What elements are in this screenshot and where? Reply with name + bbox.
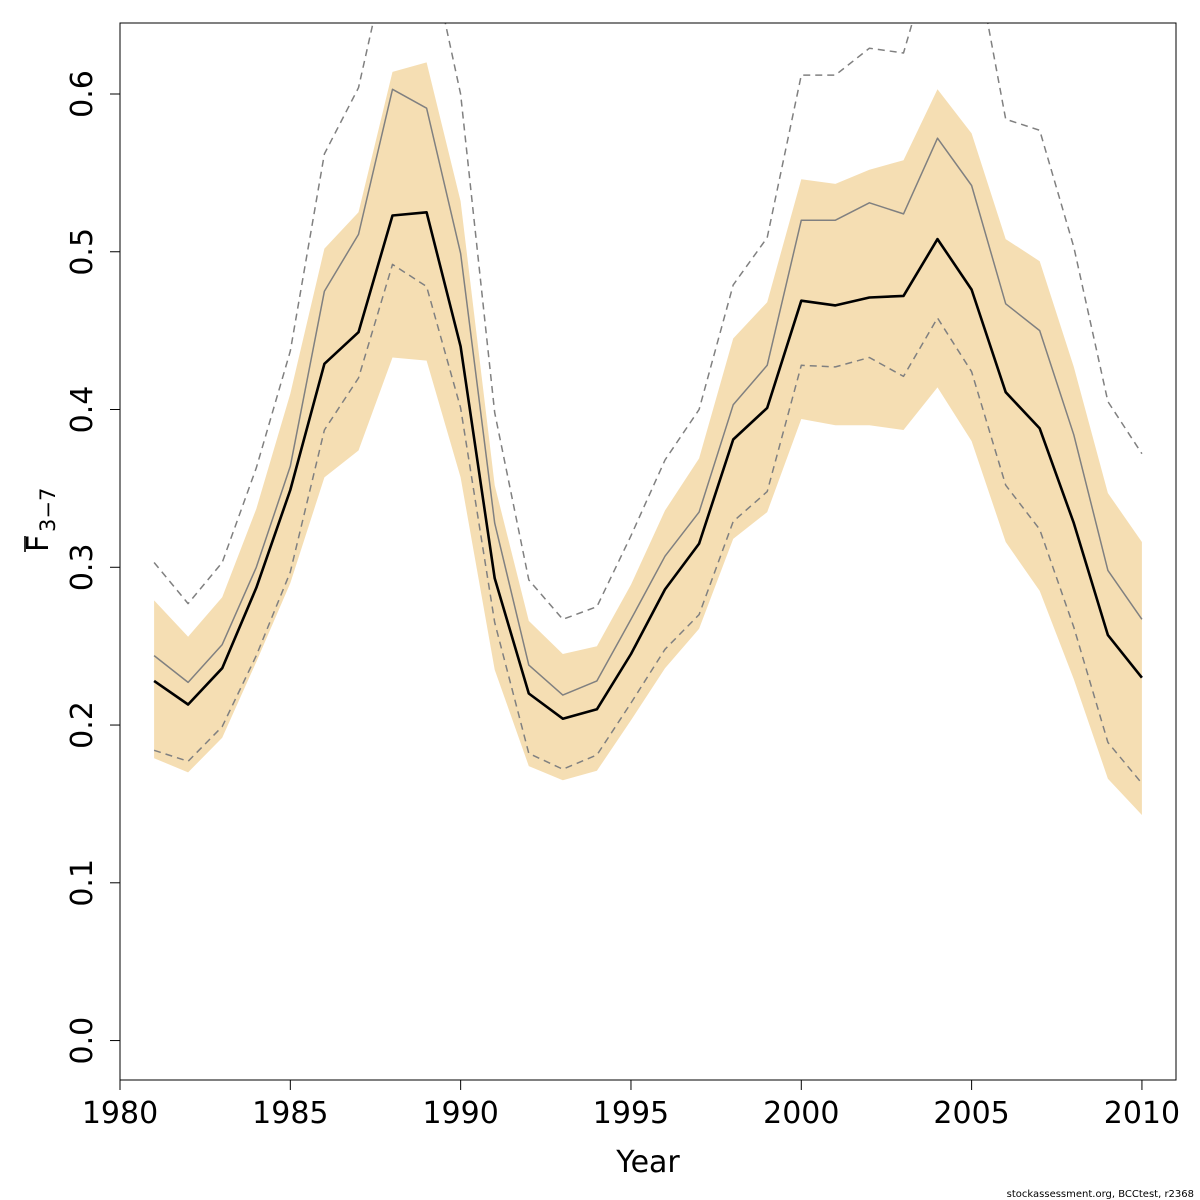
y-tick-label: 0.1 xyxy=(65,859,100,907)
y-tick-label: 0.6 xyxy=(65,70,100,118)
x-tick-label: 1980 xyxy=(82,1096,158,1131)
footer-note: stockassessment.org, BCCtest, r2368 xyxy=(1007,1189,1194,1200)
x-tick-label: 1985 xyxy=(252,1096,328,1131)
y-tick-label: 0.5 xyxy=(65,228,100,276)
y-axis-title-main: F xyxy=(21,535,56,552)
confidence-band xyxy=(154,62,1142,815)
y-tick-label: 0.4 xyxy=(65,386,100,434)
x-tick-label: 2010 xyxy=(1104,1096,1180,1131)
x-tick-label: 1990 xyxy=(422,1096,498,1131)
x-axis: 1980 1985 1990 1995 2000 2005 2010 xyxy=(82,1079,1180,1131)
y-axis: 0.0 0.1 0.2 0.3 0.4 0.5 0.6 xyxy=(65,70,121,1065)
series-line-dashed-upper xyxy=(153,23,1143,621)
y-axis-title: F 3−7 xyxy=(21,488,60,552)
x-tick-label: 2000 xyxy=(763,1096,839,1131)
x-tick-label: 1995 xyxy=(593,1096,669,1131)
y-axis-title-subscript: 3−7 xyxy=(36,488,60,532)
y-tick-label: 0.0 xyxy=(65,1017,100,1065)
y-tick-label: 0.2 xyxy=(65,701,100,749)
x-axis-title: Year xyxy=(615,1145,680,1180)
series-line-dashed-lower xyxy=(153,263,1143,784)
plot-area xyxy=(153,23,1143,815)
y-tick-label: 0.3 xyxy=(65,543,100,591)
series-line-estimate xyxy=(153,211,1143,721)
x-tick-label: 2005 xyxy=(933,1096,1009,1131)
series-line-retro-upper xyxy=(153,88,1143,696)
